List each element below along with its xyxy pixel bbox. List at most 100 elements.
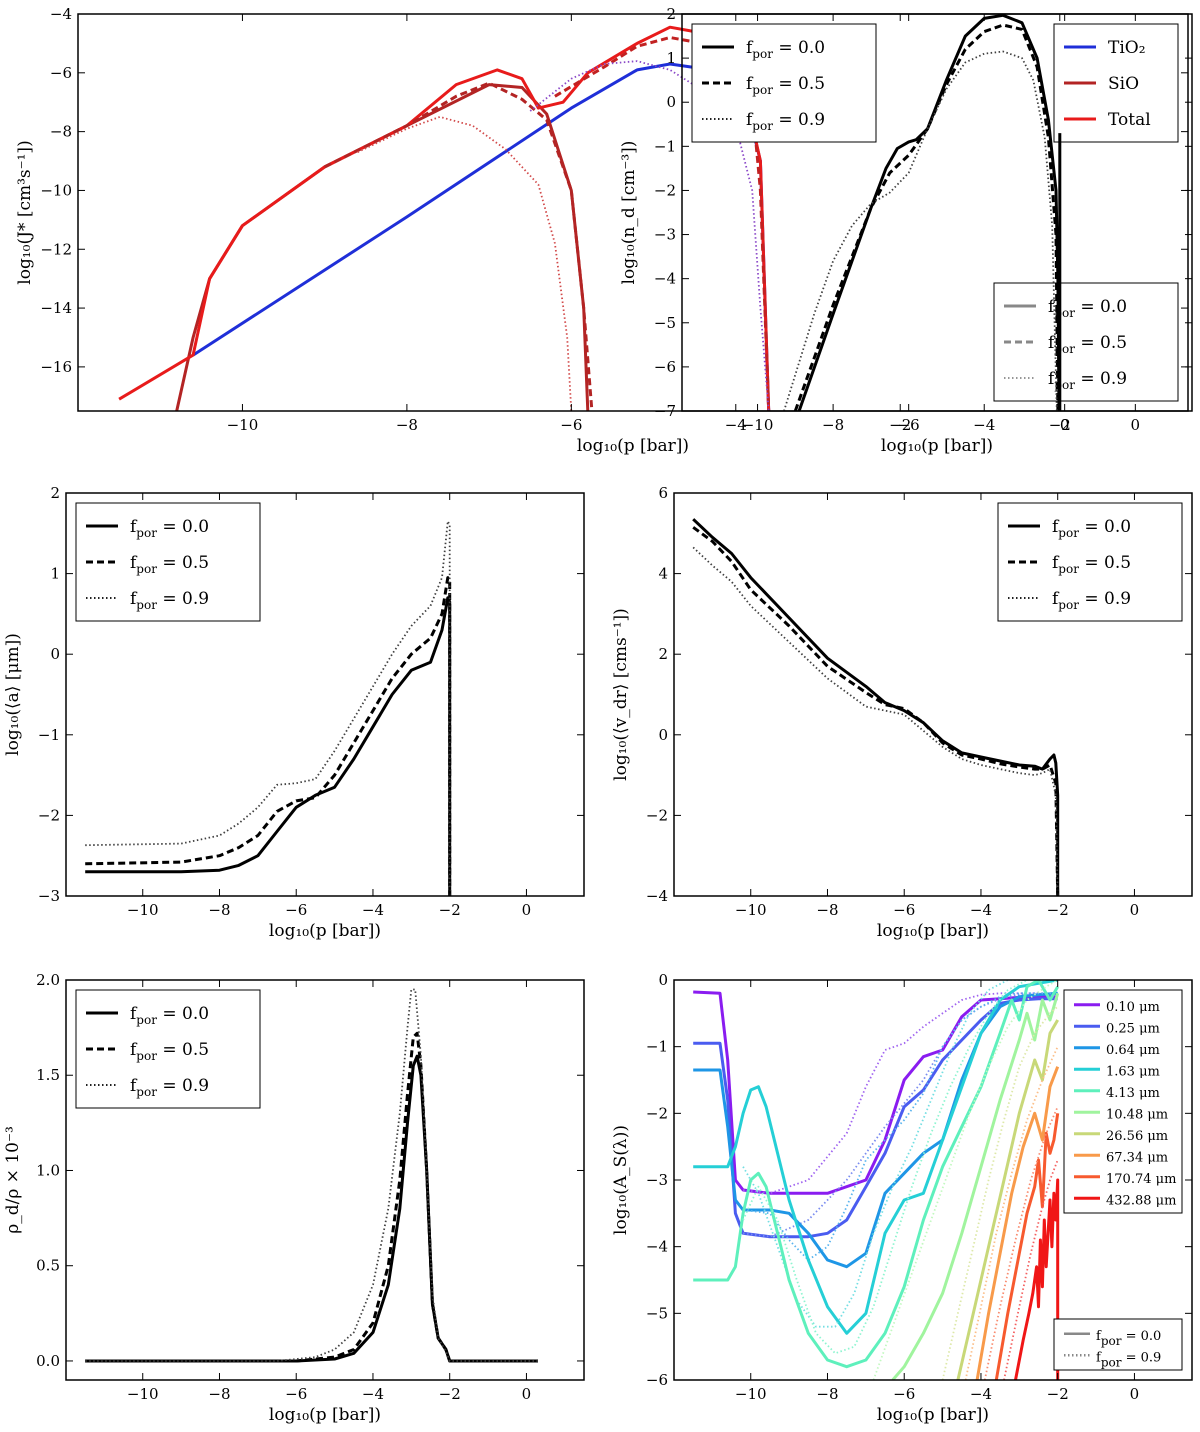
series-group (118, 25, 771, 411)
legend-label: 67.34 μm (1106, 1150, 1168, 1165)
y-tick-label: −4 (646, 887, 668, 905)
x-tick-label: −2 (439, 1385, 461, 1403)
series-line (529, 60, 770, 411)
legend-label: fpor = 0.9 (746, 110, 825, 133)
x-tick-label: −2 (439, 901, 461, 919)
y-axis-label: log₁₀(n_d [cm⁻³]) (619, 141, 639, 285)
legend-label: Total (1108, 110, 1151, 130)
series-line (85, 596, 452, 896)
x-tick-label: −10 (735, 1385, 767, 1403)
legend-label: fpor = 0.0 (1052, 517, 1131, 540)
legend-label: 26.56 μm (1106, 1129, 1168, 1144)
y-tick-label: −6 (654, 358, 676, 376)
series-group (783, 14, 1062, 411)
x-tick-label: −8 (208, 1385, 230, 1403)
x-tick-label: −10 (127, 1385, 159, 1403)
x-tick-label: −8 (396, 416, 418, 434)
legend-label: 4.13 μm (1106, 1086, 1160, 1101)
series-line (692, 518, 1060, 896)
legend-label: fpor = 0.5 (130, 1040, 209, 1063)
y-tick-label: −3 (646, 1171, 668, 1189)
y-axis-label: ρ_d/ρ × 10⁻³ (3, 1126, 23, 1234)
y-tick-label: 1.5 (36, 1066, 60, 1084)
series-line (324, 81, 594, 411)
x-tick-label: −8 (208, 901, 230, 919)
plot-frame (681, 13, 1193, 412)
y-axis-label: log₁₀(⟨v_dr⟩ [cms⁻¹]) (611, 608, 631, 781)
x-tick-label: −6 (285, 901, 307, 919)
legend-label: fpor = 0.0 (130, 517, 209, 540)
y-tick-label: 0.5 (36, 1257, 60, 1275)
legend-label: fpor = 0.9 (130, 1076, 209, 1099)
panel-p4: −10 −8 −6 −4 −2 0 −4 −2 0 2 4 6 log₁₀(p [bar]) log₁₀(… (611, 484, 1193, 941)
series-line (742, 992, 1058, 1195)
plot-frame (77, 13, 1189, 412)
y-tick-label: −1 (654, 137, 676, 155)
series-line (742, 980, 1047, 1355)
legend-label: fpor = 0.0 (1096, 1329, 1161, 1348)
legend-label: SiO (1108, 74, 1139, 94)
y-tick-label: −1 (38, 726, 60, 744)
y-tick-label: 2 (666, 5, 676, 23)
y-tick-label: −4 (654, 270, 676, 288)
plot-frame (673, 492, 1193, 897)
series-line (693, 991, 1058, 1269)
legend-label: 170.74 μm (1106, 1172, 1176, 1187)
x-tick-label: −10 (742, 416, 774, 434)
x-tick-label: −4 (362, 1385, 384, 1403)
legend-frame (75, 989, 261, 1109)
y-tick-label: −6 (50, 64, 72, 82)
legend-label: TiO₂ (1108, 38, 1146, 58)
series-group (692, 518, 1060, 896)
series-line (742, 992, 1058, 1261)
y-axis-label: log₁₀(⟨a⟩ [μm]) (3, 633, 23, 756)
legend-label: 0.25 μm (1106, 1021, 1160, 1036)
series-line (85, 520, 451, 896)
y-tick-label: 2.0 (36, 971, 60, 989)
y-tick-label: 0 (658, 971, 668, 989)
y-tick-label: −1 (646, 1038, 668, 1056)
y-tick-label: 2 (50, 484, 60, 502)
x-tick-label: 0 (1060, 416, 1070, 434)
series-line (357, 116, 573, 411)
y-tick-label: 2 (658, 645, 668, 663)
y-tick-label: 0 (658, 726, 668, 744)
x-tick-label: −6 (285, 1385, 307, 1403)
y-tick-label: −14 (40, 299, 72, 317)
y-tick-label: −10 (40, 181, 72, 199)
y-tick-label: −5 (654, 314, 676, 332)
x-tick-label: −8 (816, 901, 838, 919)
x-tick-label: −6 (560, 416, 582, 434)
y-tick-label: −8 (50, 123, 72, 141)
series-line (783, 50, 1058, 411)
legend-label: fpor = 0.0 (746, 38, 825, 61)
series-group (85, 520, 452, 896)
x-tick-label: −2 (889, 416, 911, 434)
x-tick-label: −4 (362, 901, 384, 919)
x-tick-label: −4 (973, 416, 995, 434)
y-tick-label: −2 (646, 1104, 668, 1122)
legend-frame (997, 502, 1183, 622)
y-tick-label: −3 (38, 887, 60, 905)
x-axis-label: log₁₀(p [bar]) (877, 921, 989, 941)
y-tick-label: −7 (654, 402, 676, 420)
x-tick-label: −6 (898, 416, 920, 434)
series-line (941, 1006, 1059, 1380)
x-tick-label: 0 (1130, 1385, 1140, 1403)
y-tick-label: 6 (658, 484, 668, 502)
x-axis-label: log₁₀(p [bar]) (881, 436, 993, 456)
x-tick-label: 0 (1130, 901, 1140, 919)
x-tick-label: −6 (893, 901, 915, 919)
legend-label: 432.88 μm (1106, 1193, 1176, 1208)
y-axis-label: log₁₀(A_S(λ)) (611, 1125, 631, 1235)
x-tick-label: −4 (725, 416, 747, 434)
series-line (693, 997, 1058, 1239)
x-axis-label: log₁₀(p [bar]) (269, 921, 381, 941)
x-axis-label: log₁₀(p [bar]) (269, 1405, 381, 1425)
legend: 0.10 μm 0.25 μm 0.64 μm 1.63 μm 4.13 μm 10.48… (1063, 989, 1183, 1214)
legend: fpor = 0.0 fpor = 0.5 fpor = 0.9 (997, 502, 1183, 622)
legend-label: fpor = 0.5 (746, 74, 825, 97)
x-tick-label: −10 (735, 901, 767, 919)
